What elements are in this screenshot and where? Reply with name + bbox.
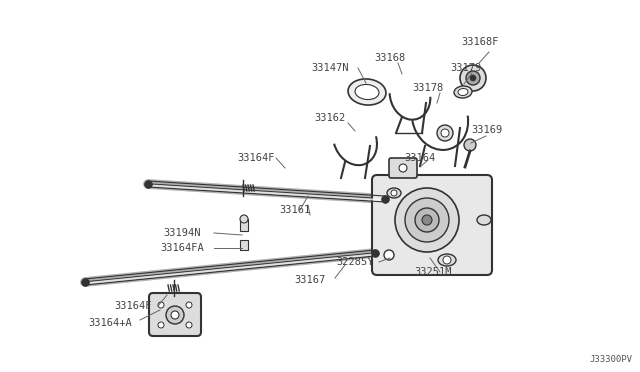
Text: 33169: 33169	[472, 125, 502, 135]
Ellipse shape	[458, 89, 468, 96]
Text: 33164FA: 33164FA	[160, 243, 204, 253]
Circle shape	[443, 256, 451, 264]
Circle shape	[186, 302, 192, 308]
Text: 33194N: 33194N	[163, 228, 201, 238]
Text: 33168: 33168	[374, 53, 406, 63]
Circle shape	[166, 306, 184, 324]
Text: 33161: 33161	[280, 205, 310, 215]
Circle shape	[441, 129, 449, 137]
Ellipse shape	[348, 79, 386, 105]
Circle shape	[415, 208, 439, 232]
Circle shape	[158, 302, 164, 308]
Circle shape	[405, 198, 449, 242]
Bar	[240, 240, 248, 250]
Text: 33178: 33178	[412, 83, 444, 93]
Ellipse shape	[477, 215, 491, 225]
Text: 33164+A: 33164+A	[88, 318, 132, 328]
Text: 33168F: 33168F	[461, 37, 499, 47]
FancyBboxPatch shape	[389, 158, 417, 178]
Text: 33162: 33162	[314, 113, 346, 123]
Text: 33147N: 33147N	[311, 63, 349, 73]
Text: 33251M: 33251M	[414, 267, 452, 277]
Ellipse shape	[387, 188, 401, 198]
Text: 33164F: 33164F	[115, 301, 152, 311]
Circle shape	[240, 215, 248, 223]
Text: 33179: 33179	[451, 63, 482, 73]
Text: 33164F: 33164F	[237, 153, 275, 163]
Circle shape	[158, 322, 164, 328]
FancyBboxPatch shape	[372, 175, 492, 275]
Circle shape	[171, 311, 179, 319]
Ellipse shape	[438, 254, 456, 266]
Text: 33164: 33164	[404, 153, 436, 163]
Circle shape	[395, 188, 459, 252]
Circle shape	[437, 125, 453, 141]
Circle shape	[422, 215, 432, 225]
Circle shape	[399, 164, 407, 172]
FancyBboxPatch shape	[149, 293, 201, 336]
Text: J33300PV: J33300PV	[589, 355, 632, 364]
Circle shape	[464, 139, 476, 151]
Bar	[240, 219, 248, 231]
Ellipse shape	[355, 84, 379, 100]
Text: 33167: 33167	[294, 275, 326, 285]
Circle shape	[186, 322, 192, 328]
Text: 32285Y: 32285Y	[336, 257, 374, 267]
Circle shape	[466, 71, 480, 85]
Circle shape	[470, 75, 476, 81]
Ellipse shape	[454, 86, 472, 98]
Circle shape	[460, 65, 486, 91]
Circle shape	[384, 250, 394, 260]
Circle shape	[391, 190, 397, 196]
